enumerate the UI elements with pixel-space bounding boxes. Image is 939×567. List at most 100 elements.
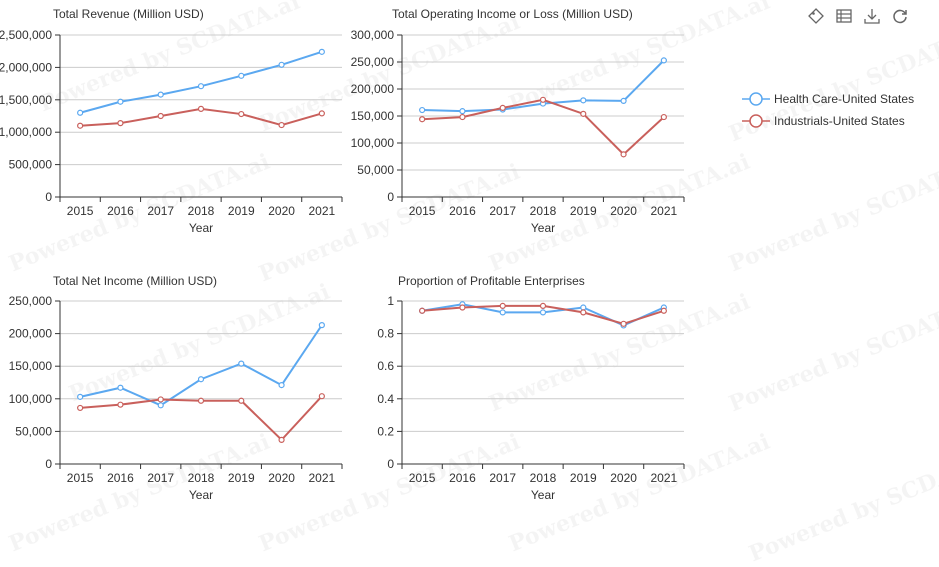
x-tick-label: 2016 (449, 204, 476, 218)
x-tick-label: 2016 (449, 471, 476, 485)
y-tick-label: 50,000 (15, 424, 52, 438)
x-tick-label: 2016 (107, 204, 134, 218)
x-tick-label: 2015 (409, 204, 436, 218)
y-tick-label: 0 (45, 457, 52, 471)
y-tick-label: 200,000 (9, 327, 53, 341)
y-tick-label: 2,500,000 (0, 28, 52, 42)
data-point (278, 382, 285, 389)
data-point (419, 307, 426, 314)
data-point (197, 397, 205, 404)
data-point (157, 402, 164, 409)
data-view-icon[interactable] (833, 6, 855, 26)
data-point (539, 96, 547, 103)
series-line (79, 50, 323, 114)
data-point (77, 393, 84, 400)
refresh-icon[interactable] (889, 6, 911, 26)
x-tick-label: 2017 (147, 204, 174, 218)
y-tick-label: 1,500,000 (0, 93, 52, 107)
data-point (197, 376, 205, 383)
x-tick-label: 2020 (268, 204, 295, 218)
y-tick-label: 100,000 (351, 136, 395, 150)
legend-label: Health Care-United States (774, 92, 915, 106)
y-tick-label: 0 (387, 190, 394, 204)
data-point (278, 121, 285, 129)
y-tick-label: 300,000 (351, 28, 395, 42)
x-tick-label: 2017 (489, 471, 516, 485)
data-point (660, 307, 667, 314)
x-tick-label: 2020 (610, 471, 637, 485)
data-point (238, 110, 245, 118)
data-point (157, 112, 164, 120)
y-tick-label: 0.6 (377, 359, 394, 373)
chart-title: Total Operating Income or Loss (Million … (392, 7, 633, 21)
x-tick-label: 2018 (188, 204, 215, 218)
y-tick-label: 0.8 (377, 327, 394, 341)
data-point (499, 302, 506, 309)
data-point (197, 105, 205, 112)
x-axis-label: Year (189, 221, 213, 235)
legend-item-industrials[interactable]: Industrials-United States (742, 110, 914, 132)
data-point (157, 396, 164, 403)
data-point (77, 404, 84, 412)
data-point (117, 98, 124, 105)
chart-toolbar (805, 6, 911, 26)
x-tick-label: 2019 (228, 471, 255, 485)
y-tick-label: 100,000 (9, 392, 53, 406)
legend-item-health-care[interactable]: Health Care-United States (742, 88, 914, 110)
data-point (580, 304, 587, 311)
x-tick-label: 2015 (409, 471, 436, 485)
x-tick-label: 2021 (651, 204, 678, 218)
chart-title: Proportion of Profitable Enterprises (398, 274, 585, 288)
data-point (157, 91, 164, 98)
x-tick-label: 2019 (570, 204, 597, 218)
data-point (459, 304, 466, 311)
legend-line-marker (742, 114, 770, 128)
x-tick-label: 2015 (67, 471, 94, 485)
data-point (459, 113, 466, 121)
y-tick-label: 1,000,000 (0, 125, 52, 139)
y-tick-label: 0.2 (377, 424, 394, 438)
x-tick-label: 2020 (268, 471, 295, 485)
y-tick-label: 150,000 (351, 109, 395, 123)
data-point (238, 360, 245, 367)
y-tick-label: 50,000 (357, 163, 394, 177)
x-tick-label: 2021 (309, 471, 336, 485)
data-point (238, 397, 245, 404)
x-tick-label: 2017 (489, 204, 516, 218)
data-point (459, 108, 466, 115)
y-tick-label: 0 (387, 457, 394, 471)
data-point (318, 110, 325, 117)
data-point (117, 401, 124, 408)
tag-icon[interactable] (805, 6, 827, 26)
x-tick-label: 2015 (67, 204, 94, 218)
data-point (499, 309, 506, 316)
x-tick-label: 2019 (228, 204, 255, 218)
data-point (77, 122, 84, 129)
x-axis-label: Year (189, 488, 213, 502)
data-point (278, 61, 285, 68)
x-tick-label: 2018 (530, 471, 557, 485)
legend-line-marker (742, 92, 770, 106)
y-tick-label: 150,000 (9, 359, 53, 373)
x-tick-label: 2019 (570, 471, 597, 485)
x-tick-label: 2021 (651, 471, 678, 485)
data-point (318, 393, 325, 400)
data-point (278, 436, 285, 443)
chart-title: Total Net Income (Million USD) (53, 274, 217, 288)
series-line (79, 324, 323, 407)
data-point (197, 83, 205, 90)
data-point (620, 151, 627, 158)
y-tick-label: 250,000 (9, 294, 53, 308)
download-icon[interactable] (861, 6, 883, 26)
charts-canvas: Total Revenue (Million USD) 0 500,000 1,000… (0, 7, 685, 502)
data-point (318, 322, 325, 329)
data-point (620, 97, 627, 104)
x-axis-label: Year (531, 221, 555, 235)
data-point (580, 110, 587, 117)
data-point (660, 57, 667, 64)
data-point (620, 320, 627, 327)
y-tick-label: 2,000,000 (0, 60, 52, 74)
data-point (580, 309, 587, 316)
y-tick-label: 200,000 (351, 82, 395, 96)
data-point (77, 109, 84, 116)
